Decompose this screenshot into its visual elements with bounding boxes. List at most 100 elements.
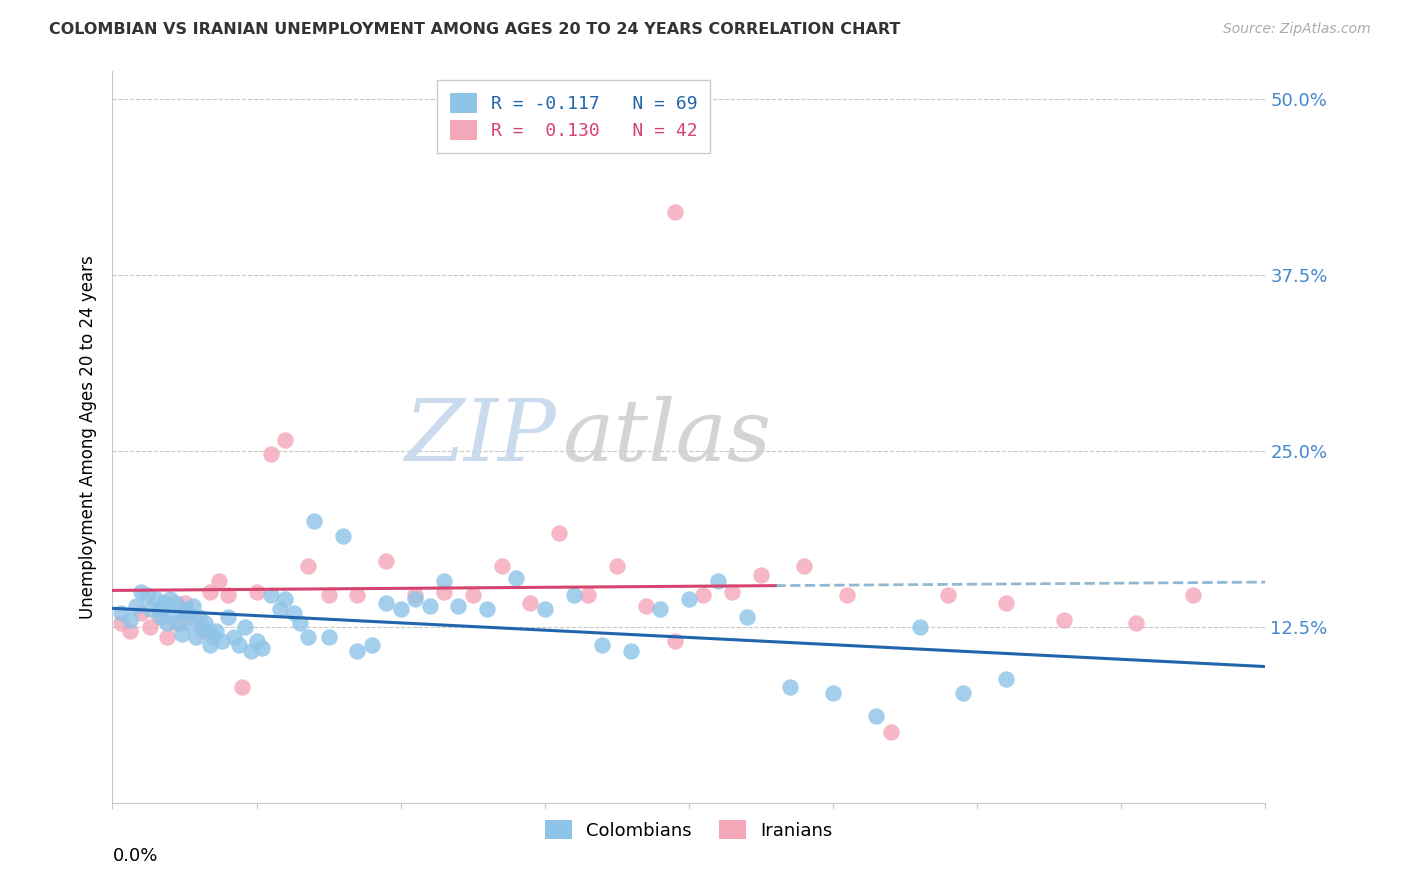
Point: [153, 596, 176, 610]
Point: [936, 588, 959, 602]
Point: [837, 588, 859, 602]
Point: [202, 630, 225, 644]
Point: [650, 601, 672, 615]
Point: [433, 584, 456, 599]
Point: [148, 601, 170, 615]
Point: [129, 606, 153, 620]
Point: [952, 686, 974, 700]
Point: [211, 634, 233, 648]
Point: [179, 615, 201, 630]
Point: [491, 559, 513, 574]
Point: [779, 681, 801, 695]
Y-axis label: Unemployment Among Ages 20 to 24 years: Unemployment Among Ages 20 to 24 years: [79, 255, 97, 619]
Point: [139, 620, 162, 634]
Point: [260, 447, 283, 461]
Legend: Colombians, Iranians: Colombians, Iranians: [536, 811, 842, 848]
Point: [239, 644, 262, 658]
Point: [176, 606, 198, 620]
Point: [735, 610, 758, 624]
Point: [634, 599, 657, 613]
Point: [159, 591, 181, 606]
Point: [252, 641, 274, 656]
Point: [1125, 615, 1147, 630]
Point: [269, 601, 291, 615]
Point: [318, 588, 340, 602]
Text: COLOMBIAN VS IRANIAN UNEMPLOYMENT AMONG AGES 20 TO 24 YEARS CORRELATION CHART: COLOMBIAN VS IRANIAN UNEMPLOYMENT AMONG …: [49, 22, 901, 37]
Point: [404, 591, 426, 606]
Point: [228, 638, 250, 652]
Text: atlas: atlas: [562, 396, 772, 478]
Point: [222, 630, 245, 644]
Point: [821, 686, 844, 700]
Point: [124, 599, 146, 613]
Point: [191, 620, 214, 634]
Point: [664, 634, 686, 648]
Point: [721, 584, 744, 599]
Point: [162, 606, 184, 620]
Point: [139, 601, 162, 615]
Point: [184, 630, 207, 644]
Point: [274, 591, 297, 606]
Point: [475, 601, 499, 615]
Point: [156, 615, 179, 630]
Point: [297, 630, 319, 644]
Point: [1053, 613, 1076, 627]
Point: [678, 591, 700, 606]
Point: [181, 610, 204, 624]
Point: [360, 638, 382, 652]
Point: [346, 644, 368, 658]
Point: [205, 624, 228, 639]
Point: [505, 571, 527, 585]
Point: [562, 588, 585, 602]
Point: [170, 627, 193, 641]
Point: [181, 599, 204, 613]
Text: ZIP: ZIP: [405, 396, 557, 478]
Point: [274, 433, 297, 447]
Point: [620, 644, 643, 658]
Point: [297, 559, 319, 574]
Text: Source: ZipAtlas.com: Source: ZipAtlas.com: [1223, 22, 1371, 37]
Point: [576, 588, 599, 602]
Point: [995, 672, 1018, 686]
Point: [165, 596, 187, 610]
Point: [118, 613, 141, 627]
Point: [447, 599, 470, 613]
Point: [880, 725, 903, 739]
Point: [346, 588, 368, 602]
Point: [606, 559, 628, 574]
Point: [304, 515, 326, 529]
Point: [749, 568, 772, 582]
Point: [233, 620, 256, 634]
Point: [136, 588, 159, 602]
Point: [165, 615, 187, 630]
Point: [332, 528, 354, 542]
Point: [592, 638, 614, 652]
Point: [288, 615, 311, 630]
Point: [1182, 588, 1205, 602]
Point: [389, 601, 412, 615]
Point: [217, 610, 239, 624]
Point: [191, 624, 214, 639]
Point: [664, 205, 686, 219]
Point: [200, 638, 222, 652]
Point: [865, 708, 887, 723]
Point: [173, 601, 195, 615]
Point: [707, 574, 730, 588]
Point: [110, 615, 132, 630]
Point: [145, 591, 167, 606]
Point: [188, 610, 211, 624]
Point: [793, 559, 815, 574]
Point: [129, 584, 153, 599]
Point: [231, 681, 253, 695]
Point: [995, 596, 1018, 610]
Point: [148, 610, 170, 624]
Point: [118, 624, 141, 639]
Point: [461, 588, 484, 602]
Point: [375, 596, 398, 610]
Point: [156, 630, 179, 644]
Point: [548, 525, 571, 540]
Text: 0.0%: 0.0%: [112, 847, 157, 864]
Point: [375, 554, 398, 568]
Point: [692, 588, 714, 602]
Point: [246, 634, 269, 648]
